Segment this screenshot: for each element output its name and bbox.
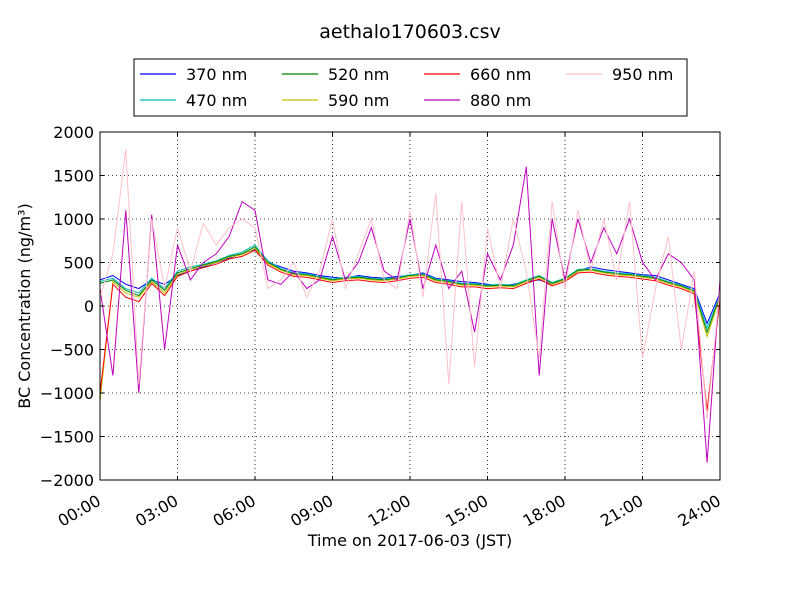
series-line-470-nm [99, 244, 721, 330]
y-tick-label: 1500 [53, 167, 94, 186]
legend-label: 880 nm [470, 91, 531, 110]
series-line-880-nm [99, 166, 721, 463]
y-axis-label: BC Concentration (ng/m³) [15, 203, 34, 408]
y-tick-label: −1500 [40, 428, 94, 447]
grid-lines [100, 132, 720, 480]
y-tick-label: −2000 [40, 471, 94, 490]
legend-label: 520 nm [328, 65, 389, 84]
legend-label: 950 nm [612, 65, 673, 84]
plot-series-group [99, 149, 721, 463]
chart-title: aethalo170603.csv [319, 21, 501, 43]
y-tick-label: −1000 [40, 384, 94, 403]
y-tick-label: 1000 [53, 210, 94, 229]
legend-label: 470 nm [186, 91, 247, 110]
series-line-590-nm [99, 247, 721, 402]
legend: 370 nm 470 nm 520 nm 590 nm 660 nm 880 nm 950 … [133, 58, 688, 117]
series-line-520-nm [99, 246, 721, 334]
y-tick-label: 0 [84, 297, 94, 316]
y-tick-label: 2000 [53, 123, 94, 142]
legend-label: 370 nm [186, 65, 247, 84]
y-tick-label: −500 [50, 341, 94, 360]
series-line-660-nm [99, 249, 721, 411]
legend-label: 590 nm [328, 91, 389, 110]
y-tick-label: 500 [63, 254, 94, 273]
x-axis-label: Time on 2017-06-03 (JST) [307, 531, 512, 550]
legend-box [133, 58, 688, 117]
legend-label: 660 nm [470, 65, 531, 84]
series-line-950-nm [99, 149, 721, 420]
